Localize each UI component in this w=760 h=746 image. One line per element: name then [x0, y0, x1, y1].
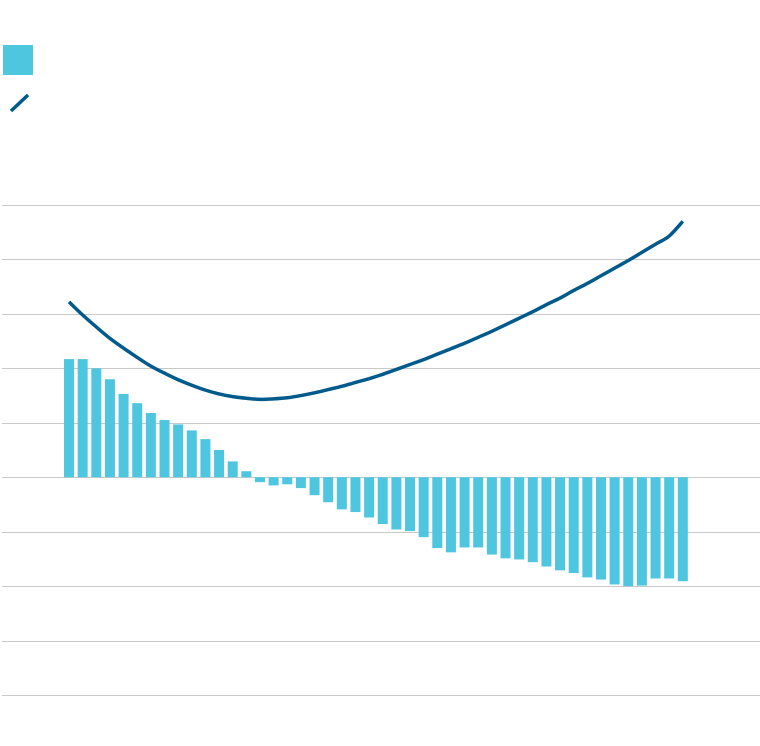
- bar: [104, 379, 115, 478]
- bar: [432, 477, 443, 548]
- bar: [500, 477, 511, 559]
- bar: [568, 477, 579, 574]
- bar: [636, 477, 647, 586]
- bar: [77, 359, 88, 478]
- bar: [350, 477, 361, 513]
- bar: [377, 477, 388, 525]
- bar: [282, 477, 293, 485]
- bar: [214, 450, 225, 478]
- bar: [555, 477, 566, 571]
- bar: [186, 430, 197, 478]
- bar: [541, 477, 552, 567]
- bar: [336, 477, 347, 510]
- bar: [173, 424, 184, 478]
- bar: [473, 477, 484, 548]
- bar: [295, 477, 306, 489]
- bar: [623, 477, 634, 587]
- bar: [132, 403, 143, 478]
- bar: [64, 359, 75, 478]
- bar: [527, 477, 538, 563]
- legend-swatch: [3, 45, 33, 75]
- bar: [91, 368, 102, 478]
- bar: [650, 477, 661, 579]
- bar: [145, 412, 156, 478]
- bar: [445, 477, 456, 553]
- bar: [459, 477, 470, 548]
- bar: [118, 393, 129, 478]
- bar: [609, 477, 620, 585]
- bar: [254, 477, 265, 483]
- bar: [664, 477, 675, 579]
- legend-swatch: [9, 93, 30, 113]
- bar: [418, 477, 429, 538]
- bar: [391, 477, 402, 530]
- bar: [159, 420, 170, 478]
- bar: [323, 477, 334, 503]
- bar: [677, 477, 688, 582]
- line: [67, 220, 685, 402]
- bar: [514, 477, 525, 560]
- bar: [268, 477, 279, 486]
- bar: [405, 477, 416, 532]
- bar: [241, 471, 252, 478]
- bar: [582, 477, 593, 578]
- bar: [200, 439, 211, 478]
- bar: [595, 477, 606, 580]
- bar: [486, 477, 497, 555]
- bar: [309, 477, 320, 496]
- bar: [227, 461, 238, 478]
- bar: [364, 477, 375, 518]
